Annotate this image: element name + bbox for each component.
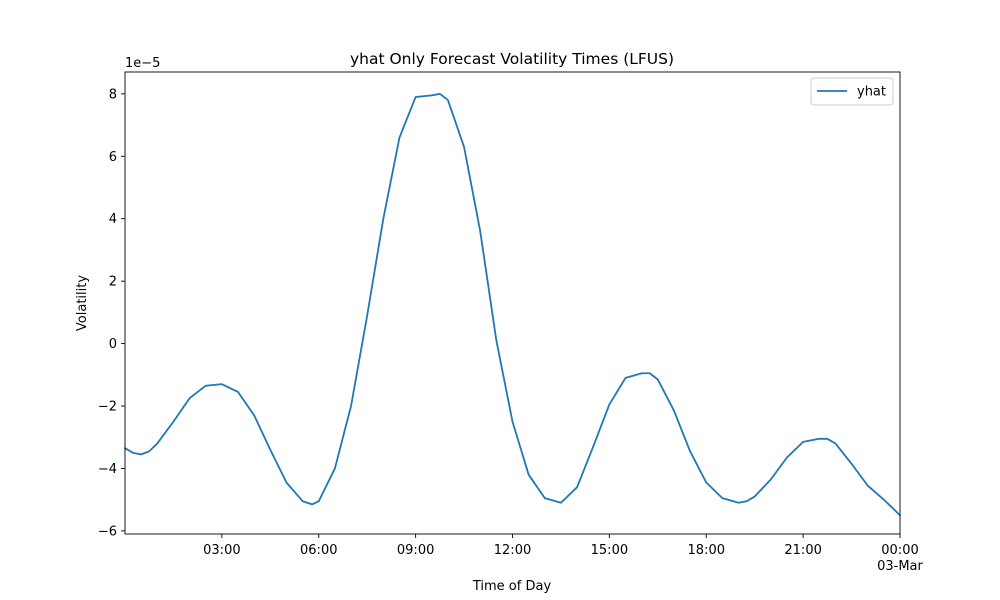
plot-frame xyxy=(124,71,901,535)
legend: yhat xyxy=(810,77,894,106)
y-tick-label: −2 xyxy=(98,400,117,415)
series-line-yhat xyxy=(124,92,901,517)
x-tick-label: 00:00 xyxy=(881,543,918,558)
y-tick-label: 6 xyxy=(109,150,117,165)
y-tick-label: 4 xyxy=(109,212,117,227)
x-tick-label: 15:00 xyxy=(591,543,628,558)
y-axis-label: Volatility xyxy=(75,275,90,331)
x-tick-sublabel: 03-Mar xyxy=(877,559,923,574)
x-tick-label: 18:00 xyxy=(688,543,725,558)
y-axis: −6 −4 −2 0 2 4 6 8 xyxy=(98,87,125,539)
x-tick-label: 06:00 xyxy=(300,543,337,558)
legend-box xyxy=(810,77,894,106)
x-tick-label: 12:00 xyxy=(494,543,531,558)
plot-area xyxy=(124,92,901,517)
chart-title: yhat Only Forecast Volatility Times (LFU… xyxy=(350,50,674,68)
y-tick-label: 8 xyxy=(109,87,117,102)
y-tick-label: 2 xyxy=(109,275,117,290)
x-tick-label: 09:00 xyxy=(397,543,434,558)
y-tick-label: −6 xyxy=(98,524,117,539)
x-tick-label: 03:00 xyxy=(203,543,240,558)
x-axis: 03:00 06:00 09:00 12:00 15:00 18:00 21:00 00:00… xyxy=(203,534,924,574)
y-offset-label: 1e−5 xyxy=(125,56,160,71)
y-tick-label: −4 xyxy=(98,462,117,477)
x-tick-label: 21:00 xyxy=(784,543,821,558)
y-tick-label: 0 xyxy=(109,337,117,352)
legend-label-yhat: yhat xyxy=(857,85,886,100)
x-axis-label: Time of Day xyxy=(472,579,552,594)
